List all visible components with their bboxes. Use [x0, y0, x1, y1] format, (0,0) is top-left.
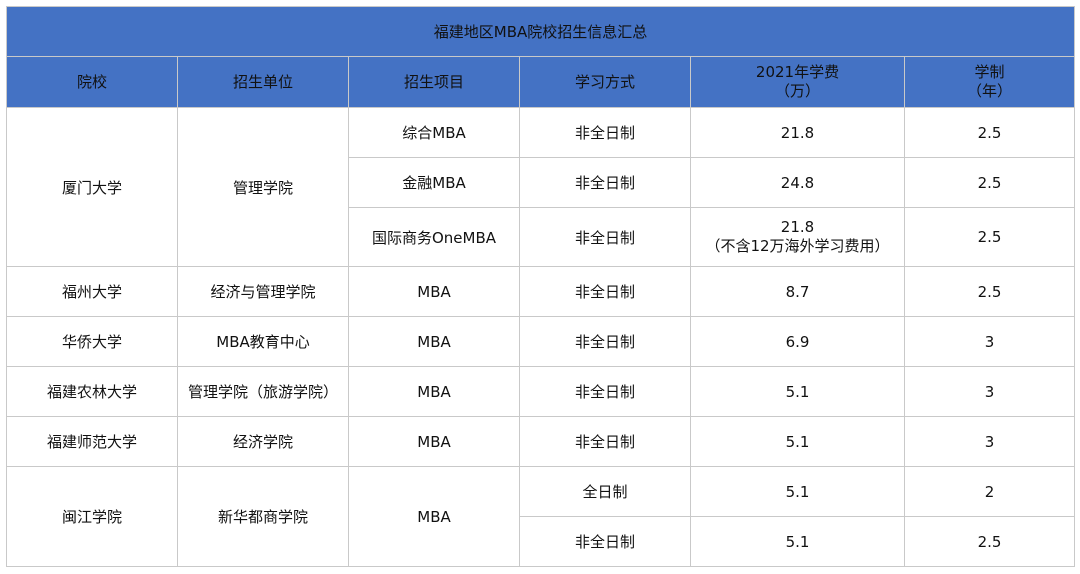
header-years-line1: 学制	[974, 63, 1005, 81]
table-row: 厦门大学 管理学院 综合MBA 非全日制 21.8 2.5	[6, 107, 1075, 267]
header-years-line2: （年）	[966, 82, 1012, 100]
years-cell: 2.5	[904, 107, 1075, 158]
header-school: 院校	[6, 56, 178, 108]
mode-cell: 非全日制	[519, 207, 691, 267]
fee-cell: 8.7	[690, 266, 905, 317]
school-unit: 管理学院	[177, 107, 349, 267]
fee-value: 21.8	[780, 218, 815, 236]
table-row: 华侨大学 MBA教育中心 MBA 非全日制 6.9 3	[6, 316, 1075, 367]
mode-cell: 非全日制	[519, 316, 691, 367]
school-name: 华侨大学	[6, 316, 178, 367]
fee-cell: 5.1	[690, 516, 905, 567]
fee-note: （不含12万海外学习费用）	[705, 237, 890, 255]
program-cell: MBA	[348, 316, 520, 367]
table-row: 福州大学 经济与管理学院 MBA 非全日制 8.7 2.5	[6, 266, 1075, 317]
years-cell: 3	[904, 366, 1075, 417]
mode-cell: 全日制	[519, 466, 691, 517]
program-cell: MBA	[348, 366, 520, 417]
header-mode: 学习方式	[519, 56, 691, 108]
table-row: 金融MBA 非全日制 24.8 2.5	[7, 157, 1075, 208]
fee-cell: 5.1	[690, 416, 905, 467]
years-cell: 3	[904, 316, 1075, 367]
mode-cell: 非全日制	[519, 366, 691, 417]
school-unit: MBA教育中心	[177, 316, 349, 367]
fee-cell: 6.9	[690, 316, 905, 367]
header-program: 招生项目	[348, 56, 520, 108]
table-row: 闽江学院 新华都商学院 MBA 全日制 5.1 2	[6, 466, 1075, 567]
mode-cell: 非全日制	[519, 416, 691, 467]
mode-cell: 非全日制	[519, 516, 691, 567]
header-fee-line1: 2021年学费	[755, 63, 840, 81]
school-name: 福建师范大学	[6, 416, 178, 467]
years-cell: 2.5	[904, 207, 1075, 267]
school-name: 福州大学	[6, 266, 178, 317]
years-cell: 3	[904, 416, 1075, 467]
program-cell: MBA	[348, 466, 520, 567]
program-cell: MBA	[348, 416, 520, 467]
fee-cell: 5.1	[690, 366, 905, 417]
school-name: 厦门大学	[6, 107, 178, 267]
school-name: 福建农林大学	[6, 366, 178, 417]
program-cell: MBA	[348, 266, 520, 317]
school-unit: 经济学院	[177, 416, 349, 467]
header-unit: 招生单位	[177, 56, 349, 108]
table-row: 福建农林大学 管理学院（旅游学院） MBA 非全日制 5.1 3	[6, 366, 1075, 417]
school-name: 闽江学院	[6, 466, 178, 567]
school-unit: 管理学院（旅游学院）	[177, 366, 349, 417]
fee-cell: 24.8	[690, 157, 905, 208]
table-row: 福建师范大学 经济学院 MBA 非全日制 5.1 3	[6, 416, 1075, 467]
mba-info-table: 福建地区MBA院校招生信息汇总 院校 招生单位 招生项目 学习方式 2021年学…	[6, 6, 1075, 567]
school-unit: 经济与管理学院	[177, 266, 349, 317]
program-cell: 国际商务OneMBA	[348, 207, 520, 267]
table-row: 国际商务OneMBA 非全日制 21.8 （不含12万海外学习费用） 2.5	[7, 207, 1075, 267]
header-years: 学制 （年）	[904, 56, 1075, 108]
header-fee: 2021年学费 （万）	[690, 56, 905, 108]
years-cell: 2.5	[904, 266, 1075, 317]
years-cell: 2	[904, 466, 1075, 517]
program-cell: 综合MBA	[348, 107, 520, 158]
mode-cell: 非全日制	[519, 107, 691, 158]
table-row: 非全日制 5.1 2.5	[7, 516, 1075, 567]
fee-cell: 5.1	[690, 466, 905, 517]
school-unit: 新华都商学院	[177, 466, 349, 567]
header-fee-line2: （万）	[774, 82, 820, 100]
mode-cell: 非全日制	[519, 157, 691, 208]
mode-cell: 非全日制	[519, 266, 691, 317]
years-cell: 2.5	[904, 157, 1075, 208]
fee-cell: 21.8	[690, 107, 905, 158]
years-cell: 2.5	[904, 516, 1075, 567]
fee-cell: 21.8 （不含12万海外学习费用）	[690, 207, 905, 267]
program-cell: 金融MBA	[348, 157, 520, 208]
table-title: 福建地区MBA院校招生信息汇总	[6, 6, 1075, 57]
